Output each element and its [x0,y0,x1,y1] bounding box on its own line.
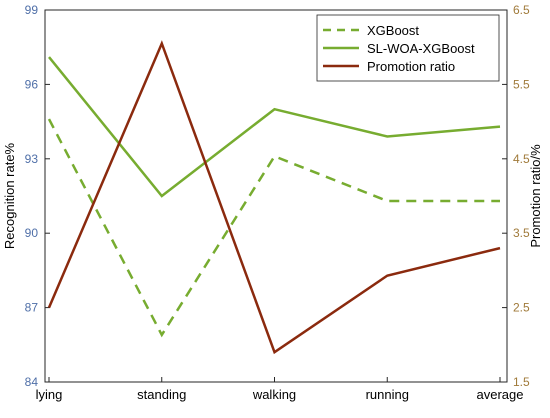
left-tick-label: 96 [25,77,39,91]
y-axis-left-label: Recognition rate% [2,142,17,249]
right-tick-label: 6.5 [513,3,530,17]
x-tick-label-standing: standing [137,387,186,402]
legend-label-promotion-ratio: Promotion ratio [367,59,455,74]
right-tick-label: 1.5 [513,375,530,389]
left-axis-ticks: 84 87 90 93 96 99 [25,3,50,389]
left-tick-label: 93 [25,152,39,166]
x-tick-label-lying: lying [36,387,63,402]
legend: XGBoost SL-WOA-XGBoost Promotion ratio [316,14,500,82]
series-layer [47,40,501,355]
y-axis-right-label: Promotion ratio/% [528,144,543,248]
right-tick-label: 4.5 [513,152,530,166]
legend-label-sl-woa-xgboost: SL-WOA-XGBoost [367,41,475,56]
x-tick-label-walking: walking [252,387,296,402]
right-tick-label: 2.5 [513,301,530,315]
right-tick-label: 3.5 [513,226,530,240]
x-axis-ticks: lying standing walking running average [36,377,524,402]
right-tick-label: 5.5 [513,77,530,91]
series-line-xgboost [47,118,500,338]
series-line-sl-woa-xgboost [48,56,501,198]
left-tick-label: 84 [25,375,39,389]
x-tick-label-running: running [366,387,409,402]
left-tick-label: 90 [25,226,39,240]
x-tick-label-average: average [477,387,524,402]
series-line-promotion-ratio [47,40,501,355]
left-tick-label: 87 [25,301,39,315]
left-tick-label: 99 [25,3,39,17]
right-axis-ticks: 1.5 2.5 3.5 4.5 5.5 6.5 [502,3,530,389]
legend-label-xgboost: XGBoost [367,23,419,38]
